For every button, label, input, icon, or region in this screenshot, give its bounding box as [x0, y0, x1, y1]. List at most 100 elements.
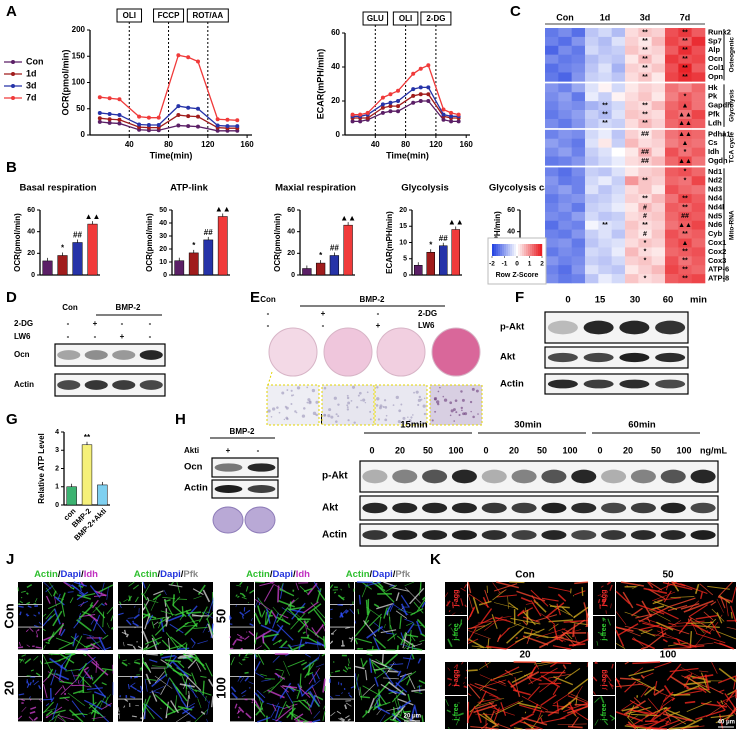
heatmap-cell — [665, 202, 679, 213]
micrograph — [18, 582, 42, 604]
panel-label: F — [515, 289, 524, 306]
heatmap-cell — [558, 129, 572, 140]
micrograph-fiber — [624, 681, 637, 693]
heatmap-cell — [545, 238, 559, 248]
data-point — [426, 92, 431, 97]
blot-band — [392, 469, 418, 484]
micrograph-fiber — [493, 602, 519, 609]
micrograph-fiber — [509, 621, 540, 633]
y-tick-label: 40 — [159, 220, 167, 227]
legend-marker — [11, 72, 15, 76]
x-tick-label: 80 — [164, 140, 173, 149]
micrograph-fiber — [284, 597, 299, 611]
micrograph — [118, 676, 142, 699]
heatmap-cell — [651, 83, 666, 93]
micrograph-fiber — [284, 689, 294, 704]
micrograph-fiber — [19, 658, 24, 664]
stain-dot — [437, 402, 440, 406]
micrograph-fiber — [160, 699, 176, 714]
heatmap-cell — [598, 202, 612, 213]
legend-swatch — [510, 244, 513, 256]
y-tick-label: 0 — [81, 130, 86, 139]
micrograph-fiber — [163, 589, 167, 596]
micrograph-fiber — [106, 606, 114, 615]
micrograph-fiber — [490, 722, 500, 730]
micrograph-fiber — [29, 681, 32, 686]
micrograph-fiber — [700, 591, 703, 600]
row-label: Ogdh — [708, 156, 728, 165]
stain-dot — [350, 400, 353, 402]
micrograph-fiber — [235, 604, 237, 607]
stain-dot — [458, 413, 461, 417]
micrograph-fiber — [35, 672, 41, 677]
stain-dot — [461, 409, 463, 412]
micrograph-fiber — [467, 581, 472, 594]
micrograph-fiber — [718, 581, 733, 597]
significance-mark: ▲ — [682, 102, 689, 109]
micrograph-fiber — [256, 716, 271, 723]
unit-label: min — [690, 295, 707, 306]
micrograph-fiber — [364, 669, 368, 681]
heatmap-cell — [545, 45, 559, 55]
blot-band — [630, 530, 656, 540]
micrograph-fiber — [73, 635, 79, 641]
micrograph-fiber — [376, 708, 382, 716]
micrograph-fiber — [418, 679, 426, 685]
heatmap-cell — [625, 101, 639, 111]
micrograph-fiber — [163, 667, 168, 677]
heatmap-cell — [691, 83, 706, 93]
blot-band — [571, 502, 597, 514]
micrograph-fiber — [406, 677, 411, 686]
micrograph-fiber — [410, 607, 424, 616]
micrograph-fiber — [275, 668, 283, 672]
heatmap-cell — [571, 138, 586, 148]
micrograph-fiber — [684, 700, 696, 704]
significance-mark: ▲ — [682, 140, 689, 147]
micrograph-fiber — [308, 667, 320, 685]
heatmap-cell — [545, 83, 559, 93]
micrograph-fiber — [298, 699, 311, 711]
micrograph-fiber — [279, 588, 295, 597]
micrograph-fiber — [299, 687, 311, 698]
micrograph-fiber — [358, 688, 360, 696]
blot-band — [112, 380, 136, 390]
micrograph-fiber — [94, 684, 107, 699]
blot-band — [112, 350, 136, 360]
micrograph-fiber — [413, 601, 424, 614]
micrograph-fiber — [624, 625, 650, 632]
micrograph-fiber — [621, 706, 639, 712]
treatment-label: Akti — [184, 446, 199, 455]
blot-band — [619, 379, 650, 389]
micrograph-fiber — [633, 697, 641, 704]
heatmap-cell — [665, 176, 679, 186]
micrograph-fiber — [261, 635, 265, 644]
micrograph-fiber — [128, 663, 131, 665]
blot-band — [655, 379, 686, 389]
micrograph-fiber — [467, 638, 485, 649]
micrograph-fiber — [277, 585, 280, 603]
micrograph-fiber — [703, 611, 714, 621]
micrograph-fiber — [359, 686, 363, 701]
heatmap-cell — [558, 176, 572, 186]
heatmap-cell — [545, 28, 559, 38]
micrograph-fiber — [673, 641, 692, 649]
heatmap-cell — [665, 28, 679, 38]
heatmap-cell — [585, 211, 599, 222]
heatmap-cell — [625, 36, 639, 47]
micrograph-fiber — [560, 705, 589, 720]
micrograph-fiber — [333, 591, 337, 594]
heatmap-cell — [625, 202, 639, 213]
micrograph-fiber — [668, 622, 677, 626]
heatmap-cell — [651, 265, 666, 275]
heatmap-cell — [678, 194, 692, 204]
micrograph-fiber — [89, 585, 101, 598]
micrograph-fiber — [52, 610, 63, 627]
micrograph-fiber — [177, 705, 193, 711]
blot-band — [655, 320, 686, 335]
micrograph-fiber — [232, 639, 237, 646]
micrograph-fiber — [402, 632, 408, 649]
heatmap-cell — [638, 101, 652, 111]
micrograph-fiber — [87, 613, 99, 622]
micrograph-fiber — [191, 672, 197, 685]
heatmap-cell — [665, 247, 679, 257]
